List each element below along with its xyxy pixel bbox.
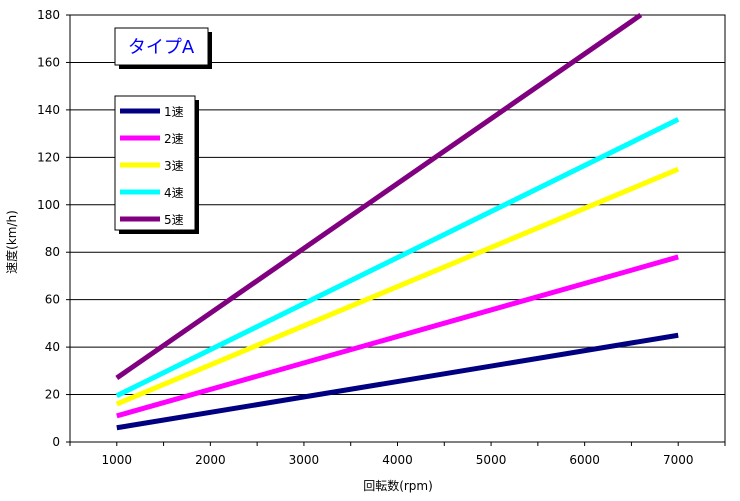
series-line-3 [115, 166, 680, 407]
y-tick-label: 0 [52, 435, 60, 449]
x-tick-label: 5000 [476, 453, 507, 467]
x-tick-label: 2000 [195, 453, 226, 467]
chart-title-frame [114, 27, 209, 66]
y-tick-label: 60 [45, 293, 60, 307]
x-tick-label: 4000 [382, 453, 413, 467]
series-lines [115, 12, 680, 431]
series-line-2 [116, 254, 679, 419]
series-line-5 [115, 12, 643, 381]
x-axis-label: 回転数(rpm) [363, 478, 433, 493]
x-tick-label: 7000 [663, 453, 694, 467]
y-axis-ticks: 0 20 40 60 80 100 120 140 160 180 [37, 8, 70, 449]
legend-label: 2速 [164, 132, 184, 146]
y-tick-label: 20 [45, 388, 60, 402]
x-tick-label: 6000 [569, 453, 600, 467]
y-tick-label: 160 [37, 55, 60, 69]
legend-label: 4速 [164, 186, 184, 200]
y-axis-label: 速度(km/h) [4, 210, 19, 274]
x-tick-label: 3000 [289, 453, 320, 467]
y-tick-label: 80 [45, 245, 60, 259]
x-axis-ticks: 1000 2000 3000 4000 5000 6000 7000 [69, 442, 726, 467]
series-line-4 [115, 117, 680, 398]
chart-title-box: タイプA [114, 27, 212, 69]
chart-title: タイプA [128, 37, 195, 58]
legend-label: 1速 [164, 105, 184, 119]
y-tick-label: 120 [37, 150, 60, 164]
legend-items: 1速 2速 3速 4速 5速 [120, 105, 184, 227]
x-tick-label: 1000 [102, 453, 133, 467]
y-tick-label: 100 [37, 198, 60, 212]
legend-label: 3速 [164, 159, 184, 173]
series-line-1 [116, 332, 679, 431]
y-tick-label: 180 [37, 8, 60, 22]
y-tick-label: 40 [45, 340, 60, 354]
legend-label: 5速 [164, 213, 184, 227]
legend: 1速 2速 3速 4速 5速 [114, 95, 199, 234]
y-tick-label: 140 [37, 103, 60, 117]
